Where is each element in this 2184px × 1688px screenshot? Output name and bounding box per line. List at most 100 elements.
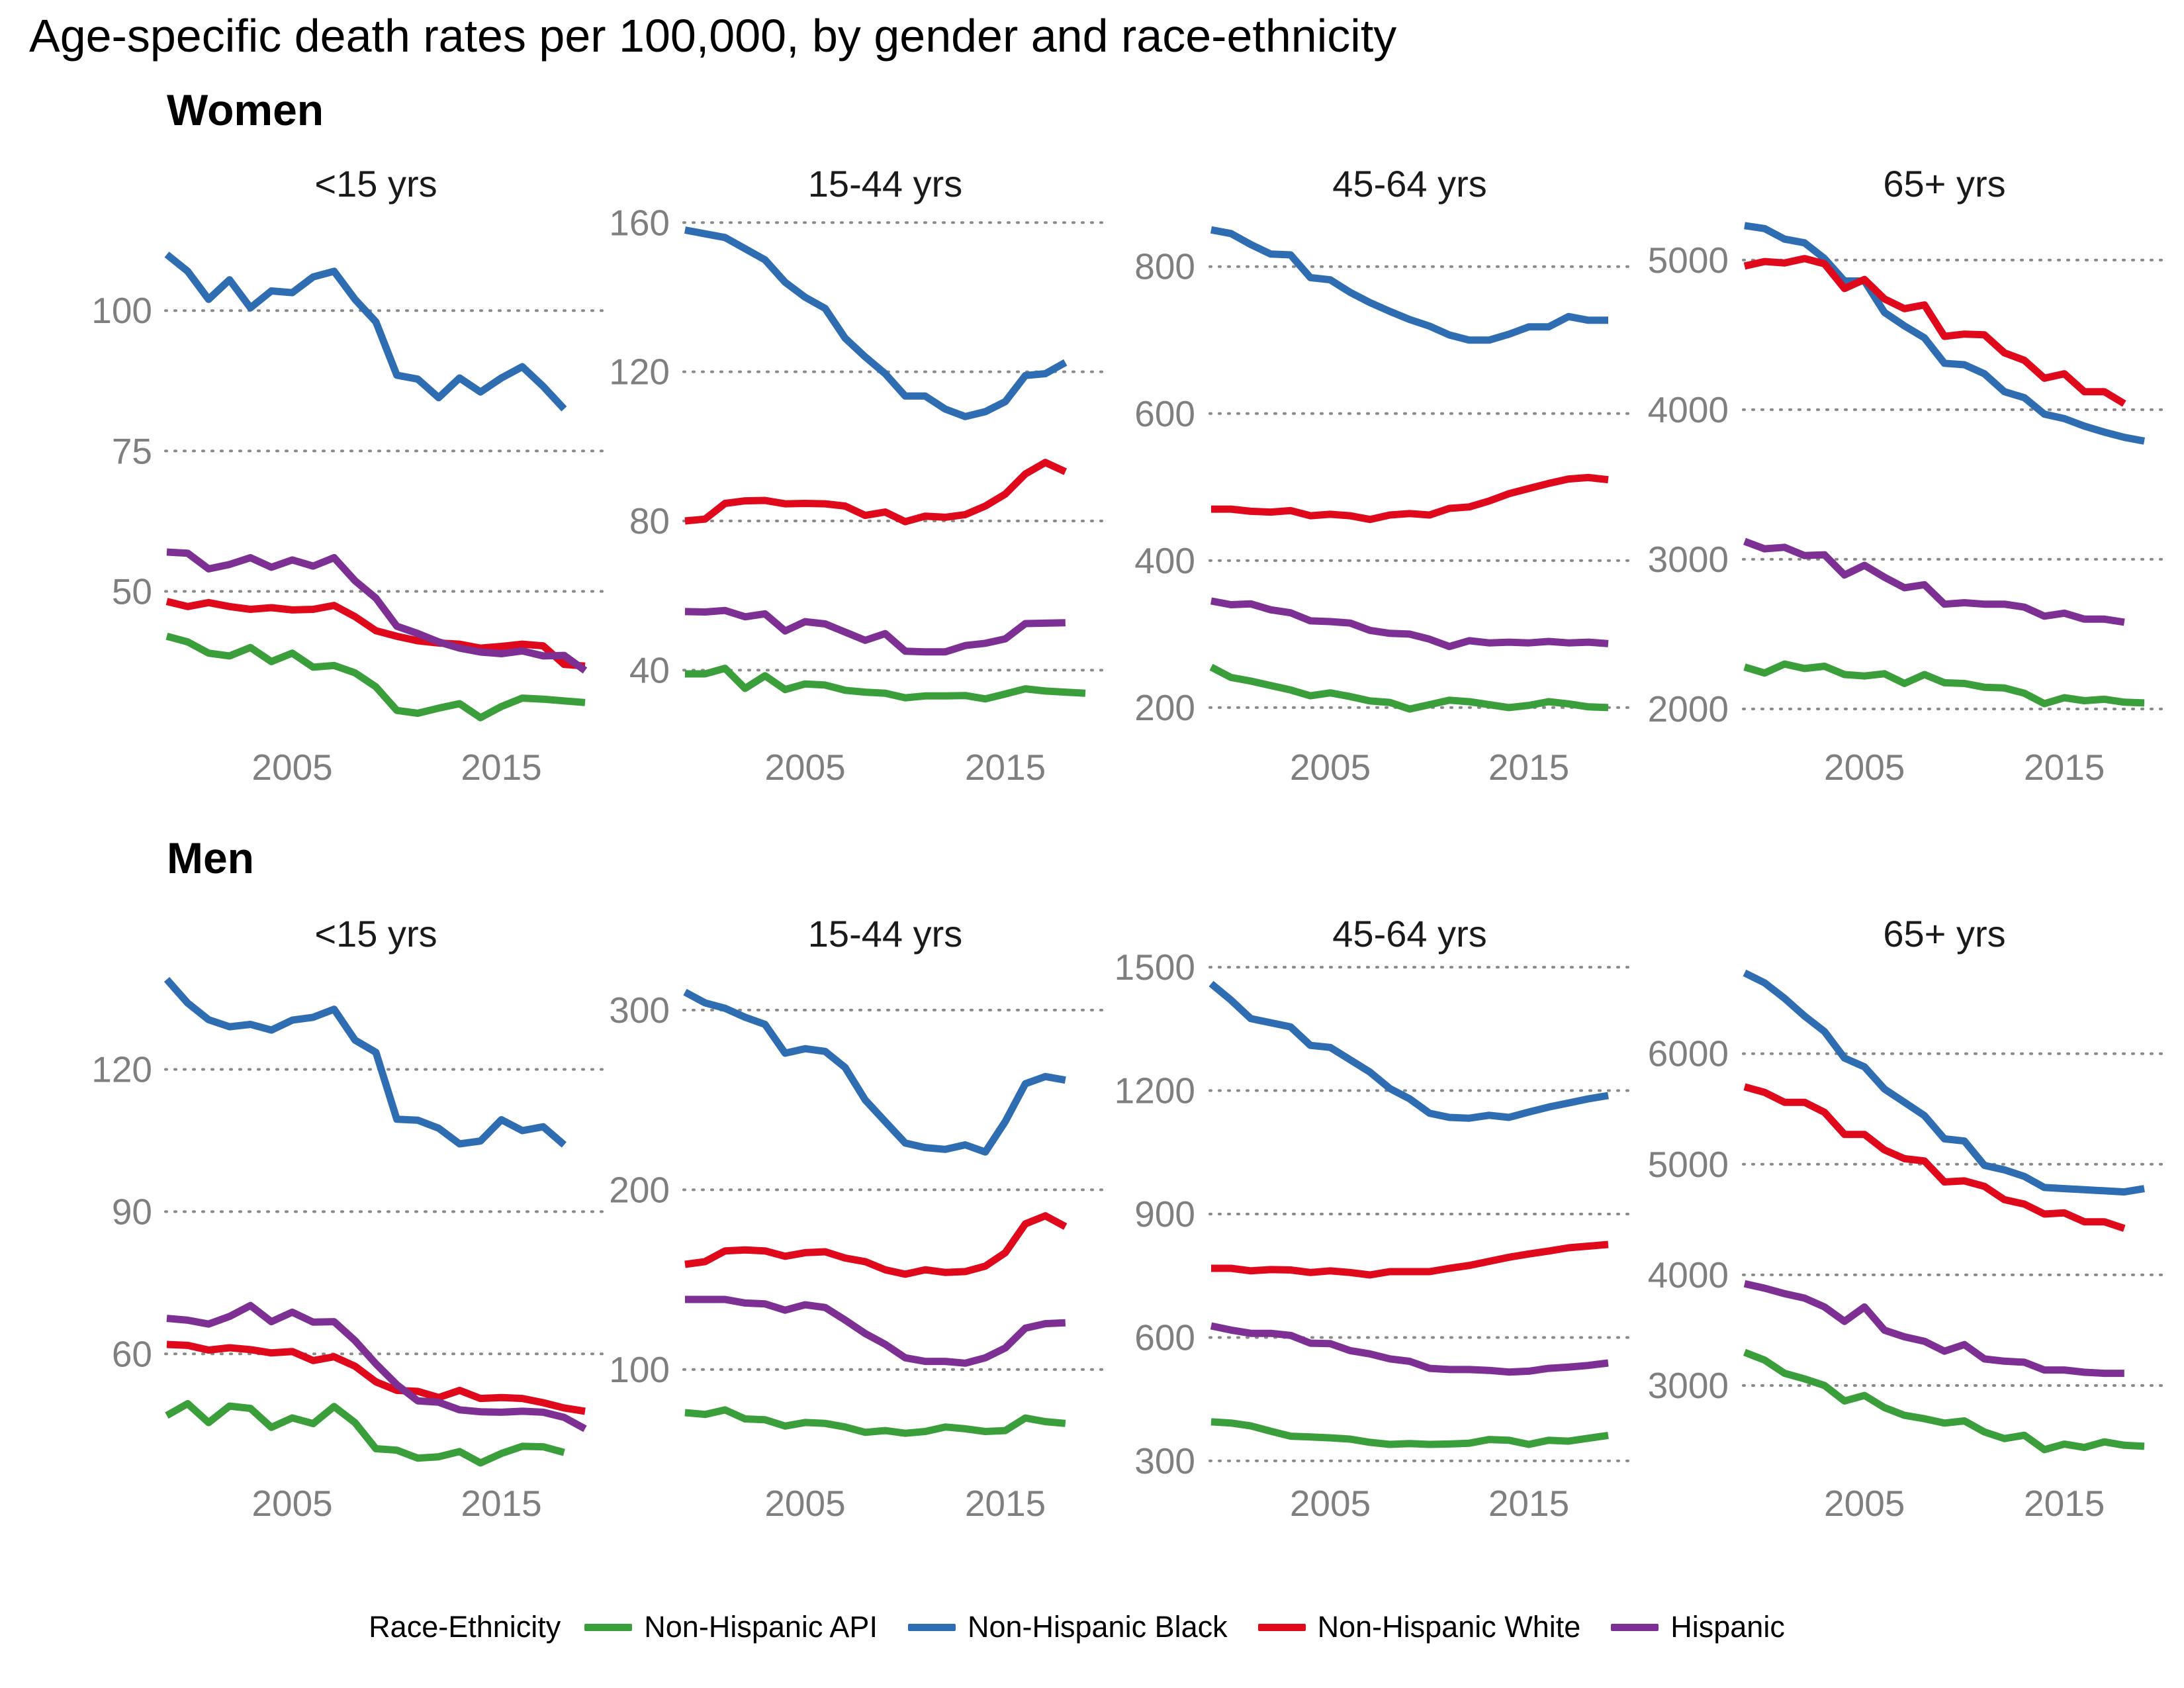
y-tick-label: 2000: [1648, 688, 1729, 729]
y-tick-label: 160: [609, 202, 670, 243]
y-tick-label: 3000: [1648, 539, 1729, 580]
y-tick-label: 1500: [1115, 947, 1195, 988]
panel-title: <15 yrs: [314, 163, 437, 205]
y-tick-label: 50: [112, 571, 152, 612]
series-line-hispanic: [166, 548, 588, 674]
panel-title: <15 yrs: [314, 913, 437, 955]
series-line-non-hispanic-api: [1743, 1348, 2145, 1454]
y-tick-label: 900: [1134, 1194, 1195, 1235]
x-tick-label: 2005: [251, 747, 332, 788]
series-line-non-hispanic-api: [685, 665, 1086, 703]
legend-item: Hispanic: [1611, 1610, 1785, 1644]
series-line-non-hispanic-api: [165, 1400, 565, 1467]
series-line-non-hispanic-api: [684, 1406, 1066, 1437]
series-line-non-hispanic-black: [164, 252, 567, 412]
panel-title: 65+ yrs: [1883, 913, 2005, 955]
series-line-non-hispanic-black: [1210, 226, 1608, 344]
legend-item: Non-Hispanic API: [584, 1610, 878, 1644]
y-tick-label: 80: [629, 500, 670, 541]
y-tick-label: 300: [609, 990, 670, 1031]
x-tick-label: 2015: [1488, 1483, 1569, 1524]
row-title-men: Men: [167, 833, 254, 882]
legend-item: Non-Hispanic White: [1257, 1610, 1581, 1644]
legend-label: Hispanic: [1670, 1610, 1785, 1644]
legend-label: Non-Hispanic API: [644, 1610, 878, 1644]
x-tick-label: 2015: [2024, 747, 2105, 788]
x-tick-label: 2005: [1290, 747, 1371, 788]
x-tick-label: 2015: [461, 1483, 541, 1524]
y-tick-label: 200: [1134, 687, 1195, 728]
y-tick-label: 5000: [1648, 1144, 1729, 1185]
panel-title: 15-44 yrs: [808, 913, 962, 955]
series-line-non-hispanic-white: [684, 459, 1068, 526]
x-tick-label: 2005: [1824, 747, 1905, 788]
series-line-non-hispanic-api: [1210, 1418, 1609, 1448]
legend-title: Race-Ethnicity: [369, 1610, 561, 1644]
series-line-non-hispanic-white: [1743, 255, 2126, 407]
series-line-non-hispanic-white: [1211, 1241, 1609, 1279]
y-tick-label: 800: [1134, 246, 1195, 287]
series-line-non-hispanic-white: [165, 598, 586, 670]
series-line-hispanic: [1743, 538, 2125, 626]
y-tick-label: 6000: [1648, 1033, 1729, 1074]
panel-title: 45-64 yrs: [1332, 163, 1486, 205]
series-line-non-hispanic-api: [165, 632, 586, 722]
y-tick-label: 100: [91, 290, 152, 331]
y-tick-label: 1200: [1115, 1070, 1195, 1111]
x-tick-label: 2005: [764, 1483, 845, 1524]
series-line-hispanic: [684, 606, 1066, 656]
series-line-non-hispanic-black: [1744, 222, 2146, 445]
y-tick-label: 4000: [1648, 1254, 1729, 1295]
series-line-non-hispanic-black: [1208, 980, 1609, 1122]
x-tick-label: 2015: [2024, 1483, 2105, 1524]
legend-label: Non-Hispanic Black: [967, 1610, 1228, 1644]
x-tick-label: 2015: [965, 1483, 1046, 1524]
series-line-non-hispanic-api: [1743, 660, 2145, 708]
y-tick-label: 400: [1134, 540, 1195, 581]
legend-item: Non-Hispanic Black: [907, 1610, 1228, 1644]
x-tick-label: 2005: [1824, 1483, 1905, 1524]
x-tick-label: 2015: [1488, 747, 1569, 788]
x-tick-label: 2015: [461, 747, 541, 788]
y-tick-label: 3000: [1648, 1365, 1729, 1406]
series-line-hispanic: [1743, 1280, 2124, 1378]
chart-title: Age-specific death rates per 100,000, by…: [29, 10, 1397, 62]
y-tick-label: 40: [629, 649, 670, 690]
series-line-non-hispanic-black: [683, 988, 1066, 1156]
legend-label: Non-Hispanic White: [1317, 1610, 1581, 1644]
series-line-non-hispanic-black: [684, 226, 1068, 420]
legend-key: [907, 1623, 956, 1631]
legend-key: [1611, 1623, 1659, 1631]
series-line-non-hispanic-white: [1211, 473, 1609, 524]
x-tick-label: 2005: [1290, 1483, 1371, 1524]
panel-title: 15-44 yrs: [808, 163, 962, 205]
y-tick-label: 60: [112, 1333, 152, 1374]
x-tick-label: 2005: [764, 747, 845, 788]
y-tick-label: 100: [609, 1349, 670, 1390]
series-line-hispanic: [1210, 597, 1609, 651]
series-line-non-hispanic-white: [1743, 1083, 2126, 1232]
y-tick-label: 300: [1134, 1440, 1195, 1481]
y-tick-label: 5000: [1648, 240, 1729, 281]
panel-title: 45-64 yrs: [1332, 913, 1486, 955]
x-tick-label: 2005: [251, 1483, 332, 1524]
y-tick-label: 600: [1134, 393, 1195, 434]
series-line-non-hispanic-api: [1209, 663, 1609, 713]
y-tick-label: 120: [609, 352, 670, 393]
row-title-women: Women: [167, 85, 324, 134]
series-line-hispanic: [685, 1295, 1066, 1367]
legend-key: [584, 1623, 633, 1631]
x-tick-label: 2015: [965, 747, 1046, 788]
series-line-non-hispanic-black: [1743, 969, 2145, 1196]
panel-title: 65+ yrs: [1883, 163, 2005, 205]
legend-key: [1257, 1623, 1306, 1631]
legend: Race-Ethnicity Non-Hispanic API Non-Hisp…: [0, 1601, 2184, 1654]
series-line-hispanic: [1210, 1322, 1609, 1376]
series-line-non-hispanic-black: [163, 976, 567, 1148]
y-tick-label: 4000: [1648, 389, 1729, 430]
y-tick-label: 90: [112, 1191, 152, 1232]
y-tick-label: 75: [112, 430, 152, 471]
series-line-non-hispanic-white: [166, 1340, 586, 1415]
y-tick-label: 600: [1134, 1317, 1195, 1358]
